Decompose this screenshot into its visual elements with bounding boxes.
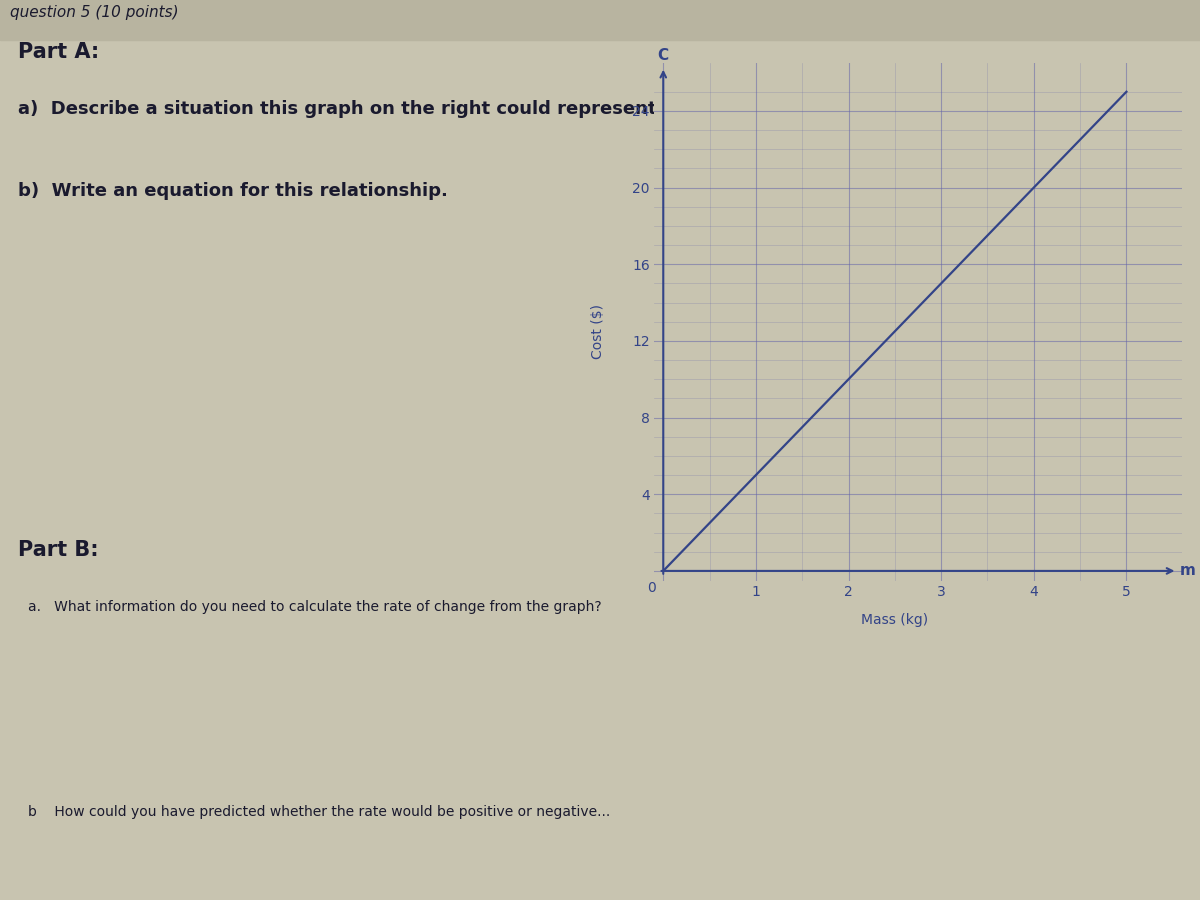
Text: a.   What information do you need to calculate the rate of change from the graph: a. What information do you need to calcu… (28, 600, 601, 614)
Text: 0: 0 (647, 580, 656, 595)
Bar (0, 0, 1200, 40)
Text: Part B:: Part B: (18, 540, 98, 560)
Text: b    How could you have predicted whether the rate would be positive or negative: b How could you have predicted whether t… (28, 805, 611, 819)
Text: a)  Describe a situation this graph on the right could represent.: a) Describe a situation this graph on th… (18, 100, 664, 118)
Text: Cost ($): Cost ($) (592, 304, 606, 359)
Text: Part A:: Part A: (18, 42, 100, 62)
Text: Mass (kg): Mass (kg) (862, 613, 929, 627)
Text: m: m (1180, 563, 1196, 579)
Text: C: C (658, 48, 668, 63)
Text: question 5 (10 points): question 5 (10 points) (10, 5, 179, 20)
Text: b)  Write an equation for this relationship.: b) Write an equation for this relationsh… (18, 182, 448, 200)
